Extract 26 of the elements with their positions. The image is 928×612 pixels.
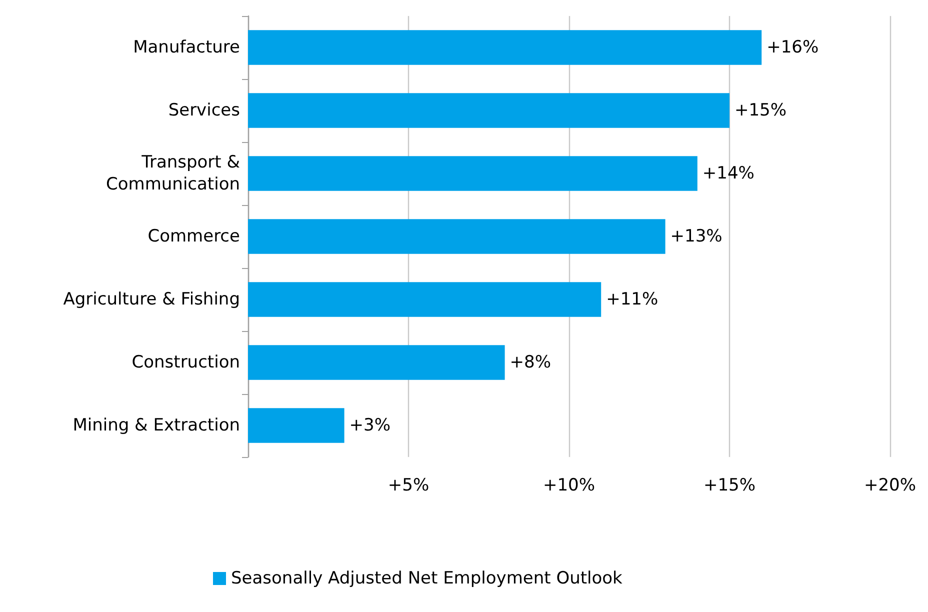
bar — [248, 93, 730, 128]
y-tick-label: Services — [168, 100, 240, 120]
bar — [248, 408, 344, 443]
legend-label: Seasonally Adjusted Net Employment Outlook — [231, 568, 623, 588]
data-label: +8% — [510, 352, 552, 372]
bar — [248, 156, 698, 191]
data-label: +13% — [670, 226, 722, 246]
y-tick-label: Commerce — [148, 226, 240, 246]
y-tick-label: Mining & Extraction — [72, 416, 240, 436]
data-label: +15% — [734, 100, 787, 120]
bar — [248, 282, 602, 317]
y-tick-label: Construction — [132, 352, 240, 372]
x-tick-label: +10% — [542, 476, 596, 496]
bar — [248, 30, 762, 65]
y-tick-label: Agriculture & Fishing — [63, 290, 240, 310]
x-tick-label: +5% — [388, 476, 430, 496]
data-label: +11% — [606, 290, 658, 310]
x-tick-label: +15% — [703, 476, 756, 496]
x-tick-label: +20% — [864, 476, 916, 496]
data-label: +16% — [766, 38, 819, 58]
data-label: +14% — [702, 164, 754, 184]
bar — [248, 219, 666, 254]
y-tick-label: Transport & Communication — [106, 152, 240, 194]
y-tick-label: Manufacture — [133, 38, 240, 58]
bar — [248, 345, 505, 380]
data-label: +3% — [349, 416, 391, 436]
